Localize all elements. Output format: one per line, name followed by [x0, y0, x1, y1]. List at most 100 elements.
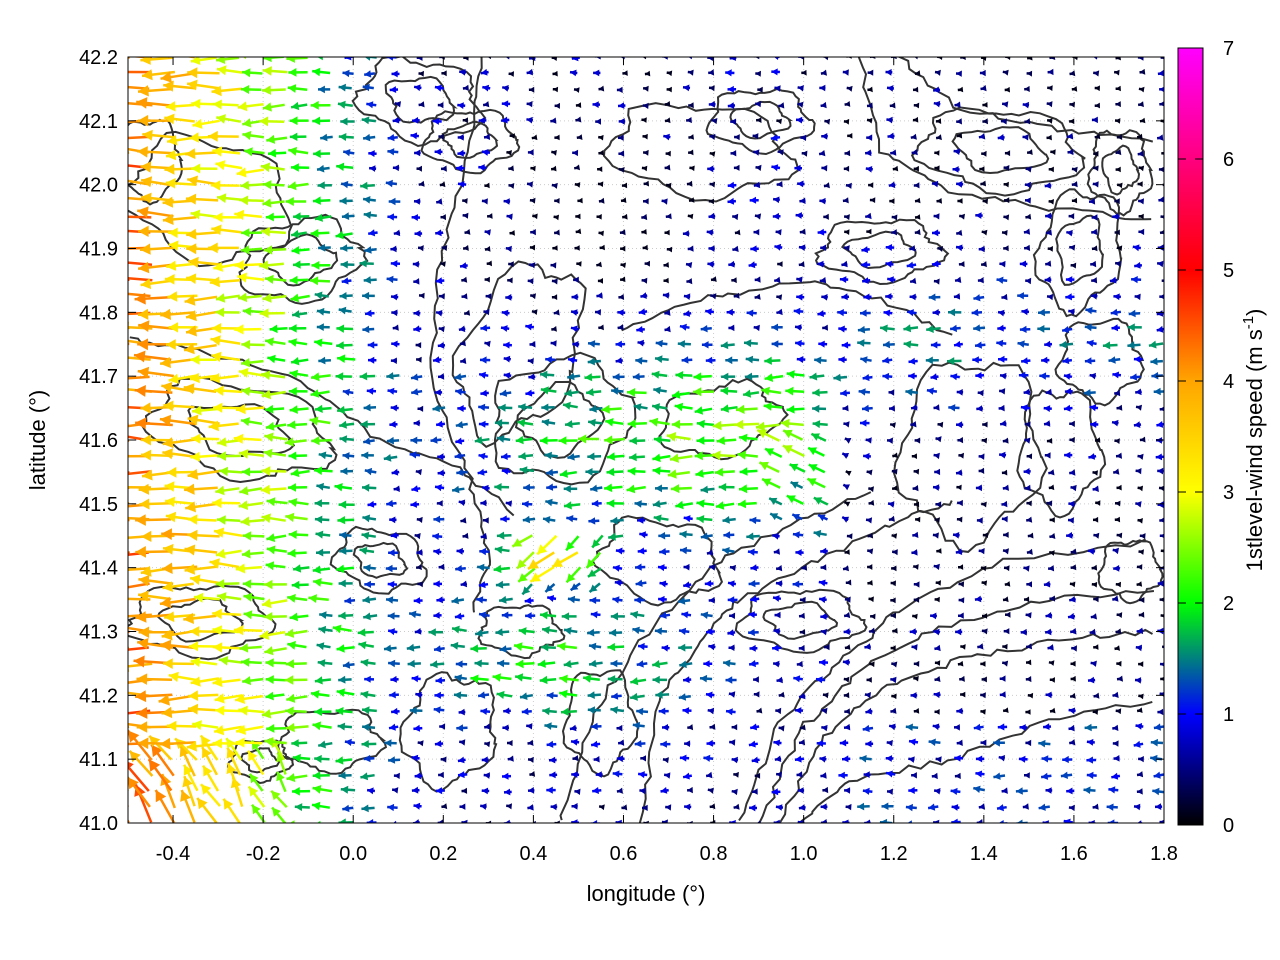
wind-vector-head [1037, 325, 1045, 333]
wind-vector-head [1086, 756, 1093, 764]
terrain-contour [1101, 144, 1141, 196]
wind-vector-head [1156, 421, 1164, 428]
wind-vector-head [589, 584, 598, 592]
wind-vector-head [313, 578, 322, 587]
wind-vector-head [1139, 533, 1146, 540]
wind-vector-head [859, 755, 867, 763]
wind-vector-head [531, 820, 536, 823]
wind-vector-head [559, 689, 568, 699]
wind-vector-head [588, 418, 596, 427]
wind-vector-head [550, 340, 557, 347]
wind-vector-head [483, 517, 489, 524]
wind-vector-head [436, 500, 443, 507]
wind-vector-head [607, 675, 616, 684]
wind-vector-head [416, 356, 422, 363]
wind-vector-head [589, 405, 597, 413]
wind-vector-head [792, 514, 800, 521]
wind-vector-head [187, 514, 198, 525]
wind-vector-head [1114, 389, 1121, 397]
wind-vector-head [674, 402, 684, 412]
wind-vector-head [265, 675, 274, 684]
wind-vector-head [932, 723, 940, 731]
wind-vector-head [799, 692, 806, 700]
wind-vector-head [159, 414, 172, 427]
wind-vector-shaft [1091, 57, 1098, 58]
wind-vector-head [239, 486, 249, 496]
wind-vector-head [541, 418, 550, 427]
wind-vector-head [889, 405, 895, 412]
wind-vector-head [843, 628, 850, 635]
wind-vector-head [635, 579, 643, 587]
wind-vector-head [168, 322, 179, 333]
wind-vector-head [1041, 772, 1049, 780]
wind-vector-head [659, 611, 667, 619]
wind-vector-head [709, 723, 716, 730]
wind-vector-head [314, 676, 323, 685]
wind-vector-head [1137, 820, 1142, 823]
wind-vector-head [503, 341, 510, 349]
wind-vector-head [764, 373, 774, 382]
wind-vector-head [591, 740, 598, 748]
wind-vector-head [338, 675, 346, 684]
wind-vector-head [212, 642, 223, 653]
wind-vector-head [480, 356, 487, 364]
wind-vector-head [707, 707, 715, 715]
wind-vector-head [838, 325, 845, 333]
wind-vector-head [1025, 612, 1032, 619]
wind-vector-head [478, 691, 486, 699]
wind-vector-head [773, 628, 780, 635]
wind-vector-head [1070, 484, 1077, 492]
wind-vector-head [981, 565, 987, 572]
wind-vector-head [190, 451, 200, 462]
wind-vector-head [703, 660, 710, 668]
wind-vector-head [1095, 437, 1101, 443]
wind-vector-head [1066, 787, 1073, 795]
wind-vector-head [882, 356, 890, 364]
wind-vector-head [930, 341, 938, 349]
wind-vector-head [1111, 324, 1119, 332]
wind-vector-head [604, 435, 613, 445]
wind-vector-head [543, 516, 551, 524]
wind-vector-head [95, 451, 105, 462]
wind-vector-head [386, 436, 394, 445]
wind-vector-head [521, 707, 529, 716]
wind-vector-head [567, 453, 575, 461]
wind-vector-head [1026, 500, 1032, 507]
wind-vector-head [161, 562, 173, 574]
wind-vector-head [338, 611, 346, 620]
wind-vector-head [440, 756, 447, 763]
wind-vector-head [765, 448, 774, 457]
wind-vector-head [216, 515, 226, 525]
wind-vector-head [479, 371, 486, 379]
wind-vector-head [778, 691, 785, 698]
wind-vector-head [751, 756, 759, 764]
wind-vector-head [1137, 771, 1144, 778]
wind-vector-head [865, 707, 872, 715]
wind-vector-head [709, 564, 716, 571]
wind-vector-head [462, 532, 469, 539]
wind-vector-head [393, 485, 400, 492]
wind-vector-head [1070, 564, 1077, 571]
y-tick-label: 41.7 [79, 366, 118, 388]
wind-vector-head [1138, 693, 1144, 700]
wind-vector-head [891, 565, 897, 572]
wind-vector-head [1114, 645, 1120, 651]
wind-vector-head [568, 356, 575, 364]
wind-vector-head [336, 564, 345, 574]
wind-vector-head [842, 819, 849, 823]
wind-vector-head [1060, 771, 1068, 779]
wind-vector-head [265, 337, 274, 347]
wind-vector-head [134, 350, 146, 363]
wind-vector-head [745, 355, 754, 364]
wind-vector-head [933, 484, 940, 491]
terrain-contour [141, 376, 338, 484]
wind-vector-head [161, 381, 173, 393]
wind-vector-head [502, 772, 509, 780]
wind-vector-head [360, 772, 369, 781]
wind-vector-head [452, 625, 460, 634]
wind-vector-head [706, 739, 713, 747]
wind-vector-head [1044, 340, 1051, 348]
wind-vector-head [190, 657, 201, 667]
wind-vector-head [368, 356, 375, 364]
wind-vector-head [311, 690, 320, 699]
